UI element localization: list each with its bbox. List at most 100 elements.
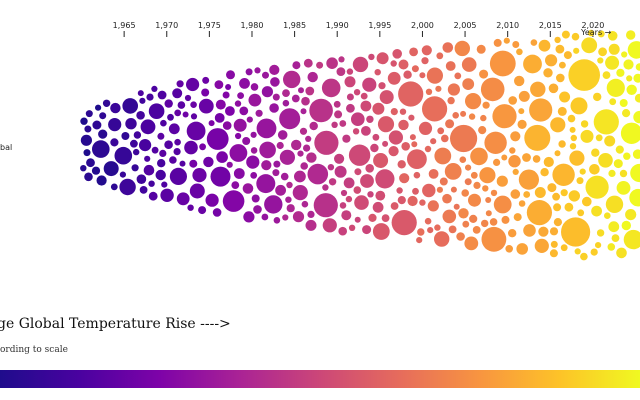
data-bubble — [80, 117, 88, 125]
data-bubble — [110, 102, 121, 114]
data-bubble — [169, 167, 187, 185]
data-bubble — [462, 78, 475, 90]
data-bubble — [173, 148, 181, 156]
data-bubble — [164, 140, 173, 149]
data-bubble — [215, 99, 226, 110]
data-bubble — [307, 163, 329, 185]
data-bubble — [587, 29, 595, 37]
data-bubble — [139, 186, 148, 194]
data-bubble — [574, 248, 581, 255]
x-axis: 1,965 1,970 1,975 1,980 1,985 1,990 1,995 2,000… — [113, 21, 604, 37]
data-bubble — [554, 36, 561, 44]
data-bubble — [418, 121, 433, 135]
data-bubble — [148, 191, 158, 201]
data-bubble — [561, 30, 570, 39]
data-bubble — [473, 181, 481, 189]
data-bubble — [250, 172, 258, 179]
data-bubble — [390, 60, 397, 67]
data-bubble — [307, 210, 315, 218]
data-bubble — [510, 131, 521, 142]
data-bubble — [167, 113, 174, 121]
data-bubble — [604, 135, 616, 147]
data-bubble — [399, 173, 410, 184]
data-bubble — [476, 44, 486, 54]
data-bubble — [437, 127, 445, 135]
data-bubble — [543, 68, 553, 78]
data-bubble — [460, 110, 467, 117]
data-bubble — [92, 140, 110, 158]
data-bubble — [277, 130, 288, 140]
data-bubble — [523, 191, 531, 198]
data-bubble — [212, 208, 222, 217]
data-bubble — [516, 48, 523, 56]
data-bubble — [623, 152, 631, 160]
data-bubble — [564, 202, 574, 212]
data-bubble — [447, 83, 460, 96]
data-bubble — [341, 210, 352, 221]
data-bubble — [430, 138, 437, 145]
data-bubble — [80, 134, 92, 146]
data-bubble — [133, 131, 142, 139]
data-bubble — [251, 194, 260, 203]
data-bubble — [305, 219, 317, 231]
data-bubble — [510, 189, 521, 199]
data-bubble — [159, 149, 167, 157]
data-bubble — [137, 90, 144, 97]
data-bubble — [524, 124, 551, 151]
data-bubble — [189, 183, 205, 199]
data-bubble — [461, 189, 470, 197]
data-bubble — [122, 98, 138, 114]
data-bubble — [377, 116, 395, 133]
data-bubble — [273, 160, 281, 168]
data-bubble — [450, 124, 478, 153]
data-bubble — [297, 150, 304, 157]
data-bubble — [558, 140, 566, 148]
data-bubble — [627, 41, 640, 59]
data-bubble — [439, 177, 448, 186]
data-bubble — [282, 89, 290, 97]
data-bubble — [607, 31, 618, 41]
data-bubble — [235, 132, 242, 140]
data-bubble — [198, 98, 214, 114]
data-bubble — [237, 92, 245, 99]
data-bubble — [372, 201, 384, 213]
data-bubble — [597, 30, 605, 38]
data-bubble — [198, 206, 207, 215]
data-bubble — [346, 68, 354, 75]
data-bubble — [442, 209, 457, 224]
data-bubble — [399, 108, 407, 115]
data-bubble — [190, 113, 198, 120]
data-bubble — [201, 88, 210, 97]
data-bubble — [453, 203, 460, 210]
data-bubble — [300, 108, 307, 115]
data-bubble — [407, 195, 418, 207]
data-bubble — [452, 112, 460, 119]
data-bubble — [608, 43, 620, 55]
data-bubble — [623, 59, 634, 70]
data-bubble — [620, 122, 640, 144]
data-bubble — [283, 70, 301, 89]
data-bubble — [282, 99, 290, 107]
data-bubble — [360, 174, 374, 188]
data-bubble — [568, 59, 600, 91]
data-bubble — [569, 126, 576, 133]
data-bubble — [98, 129, 108, 139]
data-bubble — [375, 190, 386, 201]
x-tick-label: 1,980 — [241, 21, 264, 30]
data-bubble — [303, 144, 311, 152]
data-bubble — [345, 195, 353, 203]
data-bubble — [110, 138, 119, 147]
data-bubble — [189, 159, 198, 168]
data-bubble — [619, 169, 628, 178]
data-bubble — [234, 100, 242, 107]
data-bubble — [226, 161, 233, 168]
data-bubble — [239, 106, 249, 116]
data-bubble — [301, 96, 310, 106]
data-bubble — [314, 130, 339, 155]
data-bubble — [164, 99, 173, 108]
data-bubble — [246, 155, 260, 169]
data-bubble — [454, 72, 462, 80]
data-bubble — [360, 92, 368, 100]
data-bubble — [114, 146, 133, 165]
data-bubble — [522, 153, 531, 162]
